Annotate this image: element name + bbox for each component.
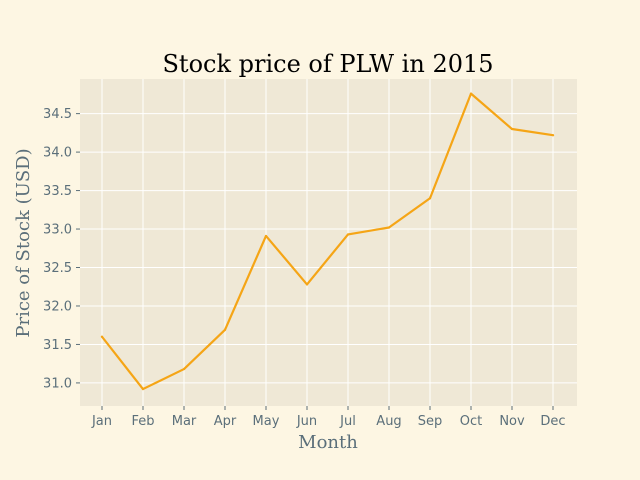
data-point-sep [428, 197, 432, 200]
plot-area [80, 79, 577, 406]
x-tick-label: Feb [131, 414, 154, 429]
data-point-apr [223, 328, 227, 331]
x-tick-label: Jul [339, 414, 356, 429]
x-tick-label: Dec [540, 414, 565, 429]
x-tick-label: Jan [91, 414, 112, 429]
y-tick-label: 31.5 [43, 338, 72, 353]
x-tick-label: Mar [172, 414, 197, 429]
y-tick-label: 32.0 [43, 299, 72, 314]
y-axis-label: Price of Stock (USD) [13, 148, 34, 337]
y-tick-label: 33.5 [43, 184, 72, 199]
data-point-may [264, 234, 268, 238]
data-point-mar [182, 367, 186, 371]
data-point-oct [469, 92, 473, 95]
data-point-nov [510, 127, 514, 131]
x-tick-label: Sep [418, 414, 443, 429]
series-layer [100, 92, 555, 391]
data-point-aug [387, 226, 391, 229]
x-tick-label: May [253, 414, 280, 429]
data-point-dec [551, 134, 555, 137]
x-tick-label: Aug [376, 414, 401, 429]
x-axis-label: Month [298, 432, 358, 453]
axis-ticks: Jan Feb Mar Apr May Jun Jul Aug Sep Oct Nov Dec 31.0… [43, 107, 566, 429]
y-tick-label: 33.0 [43, 223, 72, 238]
x-tick-label: Apr [214, 414, 237, 429]
y-tick-label: 34.5 [43, 107, 72, 122]
x-tick-label: Oct [460, 414, 482, 429]
data-point-jan [100, 335, 104, 338]
y-tick-label: 31.0 [43, 376, 72, 391]
y-tick-label: 34.0 [43, 146, 72, 161]
x-tick-label: Nov [499, 414, 525, 429]
data-point-feb [141, 387, 145, 391]
data-point-jun [305, 283, 309, 286]
y-tick-label: 32.5 [43, 261, 72, 276]
series-line [100, 92, 555, 391]
x-tick-label: Jun [296, 414, 317, 429]
chart-title: Stock price of PLW in 2015 [162, 50, 493, 78]
data-point-jul [346, 233, 350, 236]
